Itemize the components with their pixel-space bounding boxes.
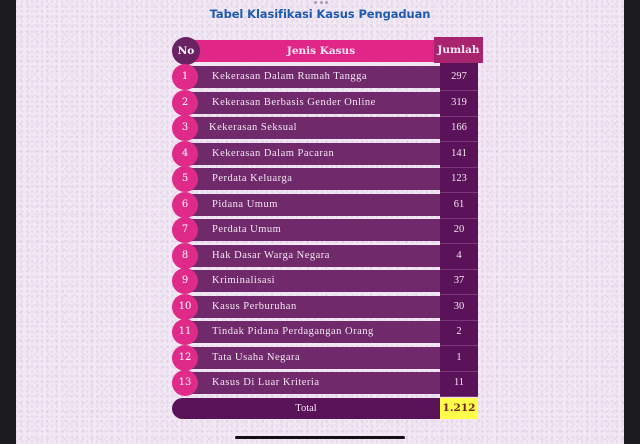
row-jenis-kasus: Kekerasan Dalam Rumah Tangga [212,71,368,82]
row-jenis-kasus: Kekerasan Dalam Pacaran [212,147,335,159]
row-jenis-kasus: Kasus Di Luar Kriteria [212,377,320,388]
row-jumlah: 166 [451,122,467,133]
row-jenis-kasus: Kriminalisasi [212,275,276,286]
row-jenis-kasus: Tata Usaha Negara [212,351,301,363]
home-indicator[interactable] [235,436,405,439]
row-divider [440,294,478,295]
header-jenis-kasus: Jenis Kasus [286,45,356,57]
row-number: 2 [172,89,198,116]
screen: Tabel Klasifikasi Kasus Pengaduan Jenis … [16,0,624,444]
row-bar [188,219,440,241]
row-number: 1 [172,64,198,90]
row-bar [188,91,440,114]
row-jenis-kasus: Kekerasan Berbasis Gender Online [212,96,376,108]
row-number: 8 [172,242,198,269]
row-jumlah: 297 [451,71,467,82]
row-jenis-kasus: Tindak Pidana Perdagangan Orang [212,326,374,337]
table-row: 8 Hak Dasar Warga Negara 4 [172,242,478,270]
total-row: Total 1.212 [172,398,478,419]
table-row: 10 Kasus Perburuhan 30 [172,293,478,321]
row-bar [188,346,440,369]
row-divider [440,141,478,142]
row-divider [440,217,478,219]
table-row: 9 Kriminalisasi 37 [172,268,478,295]
row-jumlah: 30 [453,300,465,312]
row-bar [188,168,440,190]
row-jenis-kasus: Perdata Umum [212,224,282,235]
row-number: 13 [172,370,198,396]
row-jenis-kasus: Pidana Umum [212,198,278,210]
row-bar [188,270,440,292]
table-row: 3 Kekerasan Seksual 166 [172,115,478,142]
row-bar [188,193,440,216]
header-bar [188,40,454,62]
total-bar [172,398,440,419]
row-number: 11 [172,319,198,345]
total-label: Total [295,403,317,414]
row-number: 7 [172,217,198,243]
row-divider [440,268,478,270]
row-jumlah: 1 [456,351,462,363]
row-number: 3 [172,115,198,141]
row-divider [440,115,478,117]
row-bar [188,372,440,394]
table-row: 1 Kekerasan Dalam Rumah Tangga 297 [172,64,478,91]
page-title: Tabel Klasifikasi Kasus Pengaduan [209,7,431,21]
row-bar [188,66,440,88]
table-row: 5 Perdata Keluarga 123 [172,166,478,193]
row-jenis-kasus: Perdata Keluarga [212,173,293,184]
more-dots-icon[interactable] [314,1,328,5]
row-number: 10 [172,293,198,320]
row-jumlah: 20 [453,224,465,235]
row-jumlah: 2 [456,326,462,337]
row-jumlah: 37 [453,275,465,286]
row-number: 12 [172,344,198,371]
table-row: 4 Kekerasan Dalam Pacaran 141 [172,140,478,168]
row-jumlah: 123 [451,173,467,184]
row-divider [440,396,478,397]
row-divider [440,319,478,321]
row-jumlah: 319 [451,96,467,108]
header-jumlah: Jumlah [434,37,483,63]
row-bar [188,244,440,267]
table-row: 7 Perdata Umum 20 [172,217,478,244]
row-divider [440,345,478,346]
table-row: 2 Kekerasan Berbasis Gender Online 319 [172,89,478,117]
row-number: 6 [172,191,198,218]
table-row: 6 Pidana Umum 61 [172,191,478,219]
row-bar [188,295,440,318]
header-no: No [172,37,200,65]
row-bar [188,117,440,139]
table-row: 11 Tindak Pidana Perdagangan Orang 2 [172,319,478,346]
row-jumlah: 141 [451,147,467,159]
row-divider [440,243,478,244]
row-number: 5 [172,166,198,192]
table-row: 13 Kasus Di Luar Kriteria 11 [172,370,478,397]
row-jumlah: 11 [453,377,465,388]
row-number: 4 [172,140,198,167]
table-row: 12 Tata Usaha Negara 1 [172,344,478,372]
row-divider [440,370,478,372]
value-column-background [440,63,478,396]
row-jenis-kasus: Kasus Perburuhan [212,300,297,312]
total-value: 1.212 [440,398,478,419]
row-jumlah: 4 [456,249,462,261]
row-jenis-kasus: Hak Dasar Warga Negara [212,249,330,261]
row-divider [440,166,478,168]
row-jenis-kasus: Kekerasan Seksual [209,122,298,133]
row-number: 9 [172,268,198,294]
row-bar [188,142,440,165]
row-bar [188,321,440,343]
row-divider [440,90,478,91]
row-divider [440,192,478,193]
table-header: Jenis Kasus No Jumlah [172,37,502,65]
row-jumlah: 61 [453,198,465,210]
